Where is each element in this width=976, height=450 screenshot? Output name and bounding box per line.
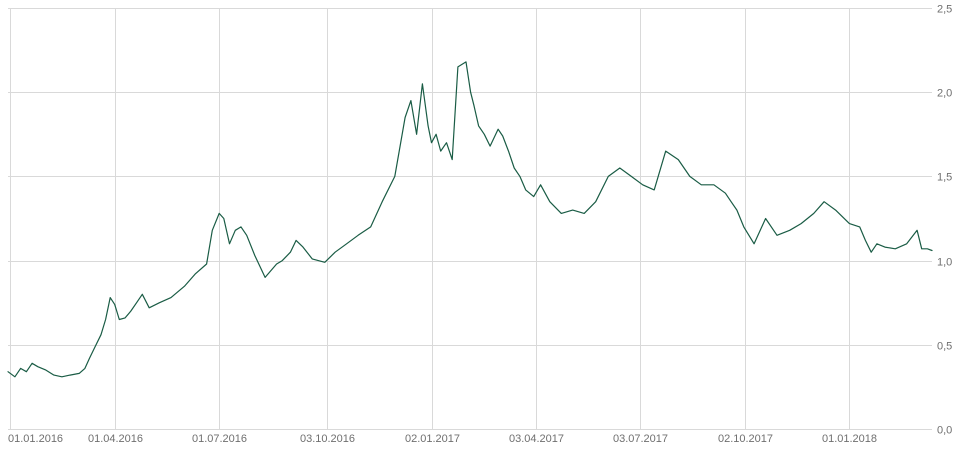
gridlines — [8, 8, 932, 430]
x-tick-label: 03.07.2017 — [613, 433, 668, 445]
x-tick-label: 03.04.2017 — [509, 433, 564, 445]
y-tick-label: 1,0 — [937, 257, 952, 269]
x-tick-label: 01.04.2016 — [88, 433, 143, 445]
x-tick-label: 03.10.2016 — [300, 433, 355, 445]
x-tick-label: 02.01.2017 — [405, 433, 460, 445]
series-group — [7, 61, 933, 378]
y-tick-label: 0,0 — [937, 425, 952, 437]
x-tick-label: 01.07.2016 — [192, 433, 247, 445]
y-tick-label: 1,5 — [937, 172, 952, 184]
y-tick-label: 0,5 — [937, 341, 952, 353]
y-axis: 0,0 0,5 1,0 1,5 2,0 2,5 — [937, 4, 952, 437]
y-tick-label: 2,5 — [937, 4, 952, 16]
series-line — [7, 61, 933, 378]
x-tick-label: 01.01.2018 — [822, 433, 877, 445]
x-tick-label: 02.10.2017 — [718, 433, 773, 445]
x-axis: 01.01.2016 01.04.2016 01.07.2016 03.10.2016… — [8, 433, 877, 445]
x-tick-label: 01.01.2016 — [8, 433, 63, 445]
y-tick-label: 2,0 — [937, 88, 952, 100]
